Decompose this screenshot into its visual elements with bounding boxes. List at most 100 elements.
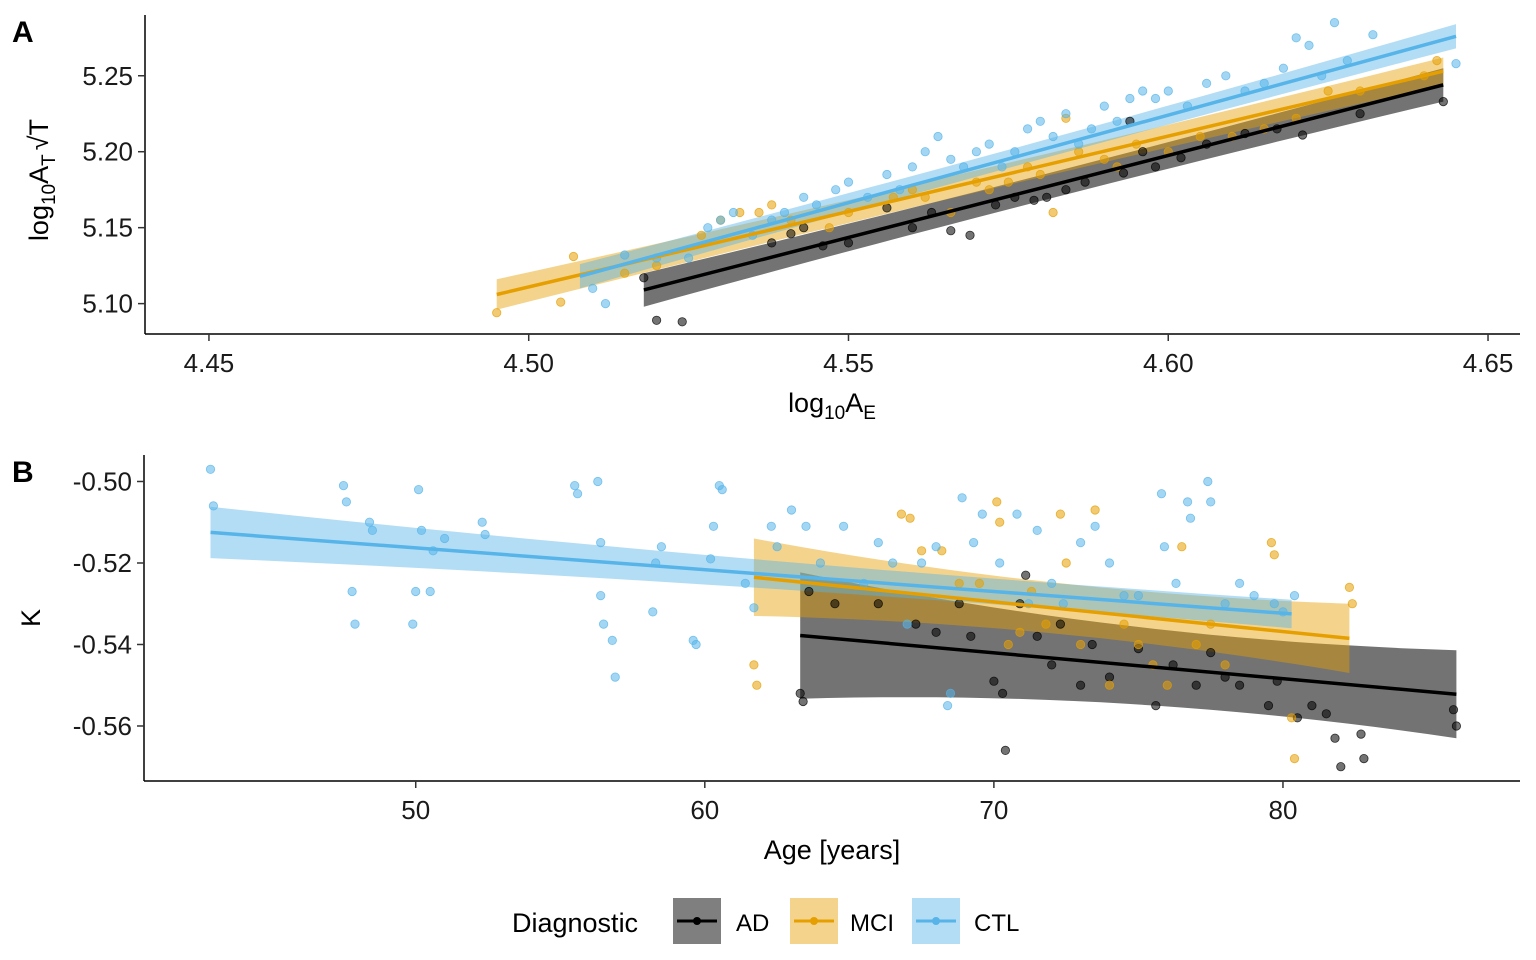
data-point-ad	[651, 315, 662, 325]
data-point-ctl	[1278, 63, 1289, 73]
data-point-ctl	[350, 619, 360, 629]
data-point-ad	[1104, 672, 1115, 682]
data-point-mci	[1266, 537, 1277, 548]
data-point-mci	[1177, 542, 1187, 552]
x-tick-label: 60	[690, 795, 719, 825]
panel-b-x-ticks: 50 60 70 80	[401, 781, 1297, 825]
panel-a-y-ticks: 5.10 5.15 5.20 5.25	[82, 61, 145, 319]
data-point-ctl	[1012, 509, 1022, 519]
data-point-mci	[1061, 558, 1071, 568]
data-point-mci	[1035, 169, 1045, 180]
data-point-ctl	[933, 131, 943, 142]
data-point-mci	[1048, 207, 1058, 218]
y-tick-label: -0.54	[73, 629, 132, 659]
data-point-ctl	[749, 603, 759, 613]
data-point-ad	[1176, 153, 1186, 163]
data-point-mci	[568, 251, 579, 262]
data-point-ctl	[439, 533, 450, 544]
data-point-ctl	[364, 517, 375, 527]
data-point-ctl	[1104, 558, 1115, 568]
data-point-mci	[1323, 86, 1333, 96]
data-point-ctl	[907, 162, 918, 172]
x-tick-label: 4.45	[184, 348, 235, 378]
data-point-ctl	[779, 207, 790, 218]
confidence-band-ad	[800, 572, 1457, 739]
data-point-mci	[1041, 619, 1051, 629]
data-point-ctl	[1061, 109, 1071, 119]
data-point-ctl	[1138, 86, 1148, 96]
confidence-band-mci	[753, 538, 1350, 673]
data-point-ctl	[920, 147, 930, 157]
data-point-ctl	[916, 558, 927, 568]
data-point-mci	[1003, 177, 1014, 187]
data-point-ad	[799, 223, 809, 233]
data-point-ad	[1021, 570, 1031, 580]
data-point-ctl	[831, 185, 841, 195]
data-point-ctl	[341, 497, 351, 507]
data-point-ctl	[946, 154, 956, 164]
data-point-ctl	[620, 250, 630, 260]
data-point-ctl	[1022, 124, 1033, 134]
data-point-ctl	[1119, 590, 1129, 601]
data-point-ctl	[931, 542, 941, 552]
data-point-ctl	[413, 484, 424, 495]
y-tick-label: 5.15	[82, 213, 133, 243]
data-point-ctl	[1185, 513, 1196, 523]
data-point-ctl	[1221, 71, 1231, 81]
data-point-ctl	[1249, 590, 1259, 601]
data-point-ctl	[648, 607, 658, 617]
data-point-ctl	[1451, 58, 1461, 69]
data-point-ctl	[1163, 86, 1173, 96]
data-point-mci	[1133, 639, 1144, 650]
data-point-mci	[1055, 509, 1066, 519]
panel-b-fit-lines	[210, 530, 1457, 696]
data-point-ad	[1118, 168, 1129, 178]
data-point-ad	[804, 586, 814, 597]
data-point-ad	[1042, 192, 1052, 202]
data-point-mci	[1289, 753, 1300, 764]
data-point-ctl	[338, 480, 349, 491]
data-point-ctl	[942, 700, 953, 711]
data-point-mci	[1287, 713, 1297, 723]
panel-b: B 50 60 70 80 -0.56 -0.54 -0.52 -0.50 Age [yea…	[12, 455, 1520, 865]
data-point-mci	[984, 185, 994, 195]
data-point-ctl	[811, 200, 822, 210]
data-point-ad	[1451, 721, 1462, 731]
y-tick-label: -0.52	[73, 548, 132, 578]
data-point-ctl	[968, 537, 979, 548]
data-point-ctl	[882, 169, 892, 180]
data-point-ad	[830, 599, 840, 609]
data-point-ctl	[1133, 590, 1144, 601]
data-point-ctl	[596, 537, 606, 548]
data-point-ctl	[425, 586, 435, 597]
data-point-ctl	[1047, 578, 1057, 589]
data-point-mci	[767, 200, 777, 210]
panel-a-y-axis-label: log10AT√T	[24, 119, 60, 241]
data-point-ctl	[1220, 599, 1230, 609]
data-point-ctl	[843, 177, 854, 187]
data-point-ad	[965, 230, 975, 240]
data-point-ctl	[708, 521, 719, 531]
data-point-ctl	[1289, 590, 1300, 601]
panel-b-label: B	[12, 456, 34, 489]
data-point-mci	[1162, 680, 1172, 690]
data-point-ctl	[477, 517, 487, 527]
fit-line-ctl	[210, 530, 1292, 616]
confidence-band-ctl	[210, 506, 1292, 629]
data-point-ctl	[1058, 599, 1068, 609]
data-point-ctl	[1202, 78, 1212, 89]
data-point-ctl	[1099, 101, 1109, 111]
data-point-mci	[824, 223, 834, 233]
data-point-ad	[1448, 705, 1459, 715]
data-point-ad	[639, 273, 649, 283]
data-point-mci	[492, 308, 502, 318]
data-point-ad	[1029, 195, 1039, 205]
data-point-mci	[620, 268, 630, 278]
fit-line-ad	[800, 633, 1457, 696]
data-point-mci	[1099, 154, 1109, 164]
legend-label-ad: AD	[736, 910, 769, 937]
data-point-mci	[1015, 627, 1025, 637]
data-point-ad	[1138, 147, 1148, 157]
data-point-mci	[1432, 55, 1442, 66]
data-point-mci	[749, 660, 759, 670]
